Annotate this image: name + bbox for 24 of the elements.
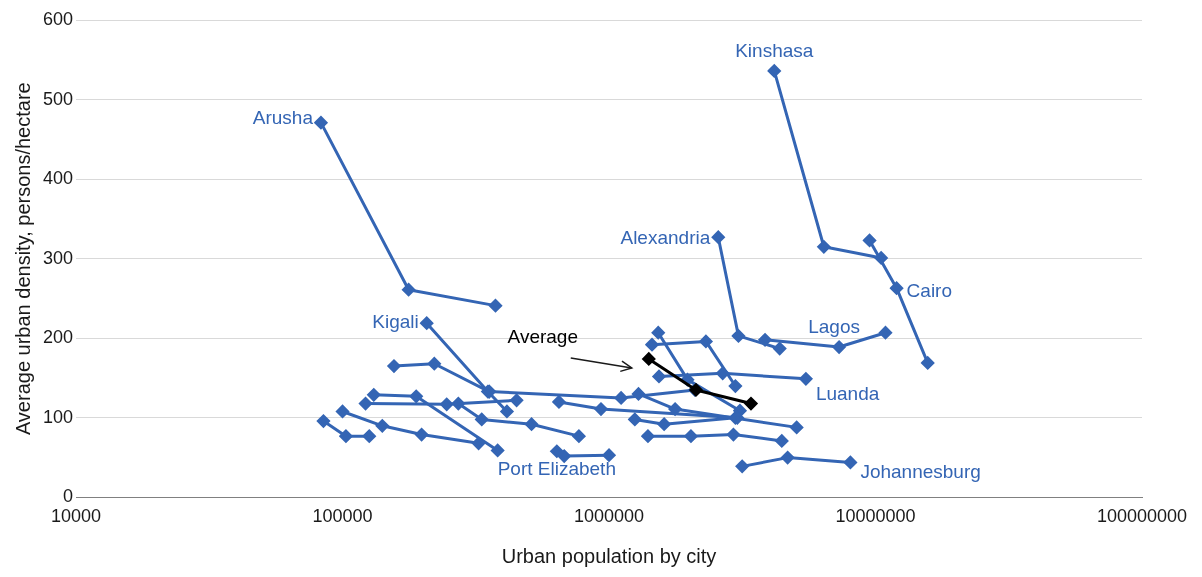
- y-tick-label: 100: [42, 406, 74, 427]
- series-label: Alexandria: [620, 227, 711, 249]
- series-label: Luanda: [815, 383, 880, 405]
- x-tick-label: 10000: [51, 506, 102, 527]
- y-tick-label: 300: [42, 247, 74, 268]
- x-tick-label: 1000000: [573, 506, 645, 527]
- series-label: Port Elizabeth: [497, 458, 616, 480]
- x-axis-title: Urban population by city: [501, 544, 717, 567]
- series-label: Lagos: [808, 316, 860, 338]
- series-label: Johannesburg: [860, 460, 981, 482]
- x-tick-label: 100000: [312, 506, 373, 527]
- y-tick-label: 400: [42, 168, 74, 189]
- text: Average: [507, 326, 578, 348]
- y-tick-label: 200: [42, 327, 74, 348]
- x-tick-label: 10000000: [835, 506, 916, 527]
- series-label: Arusha: [252, 106, 314, 128]
- y-tick-label: 500: [42, 88, 74, 109]
- series-label: Cairo: [906, 280, 953, 302]
- x-tick-label: 100000000: [1096, 506, 1188, 527]
- y-tick-label: 600: [42, 8, 74, 29]
- y-axis-title: Average urban density, persons/hectare: [11, 82, 34, 436]
- series-label: Kigali: [372, 311, 419, 333]
- series-label: Kinshasa: [735, 40, 814, 62]
- y-tick-label: 0: [63, 486, 74, 507]
